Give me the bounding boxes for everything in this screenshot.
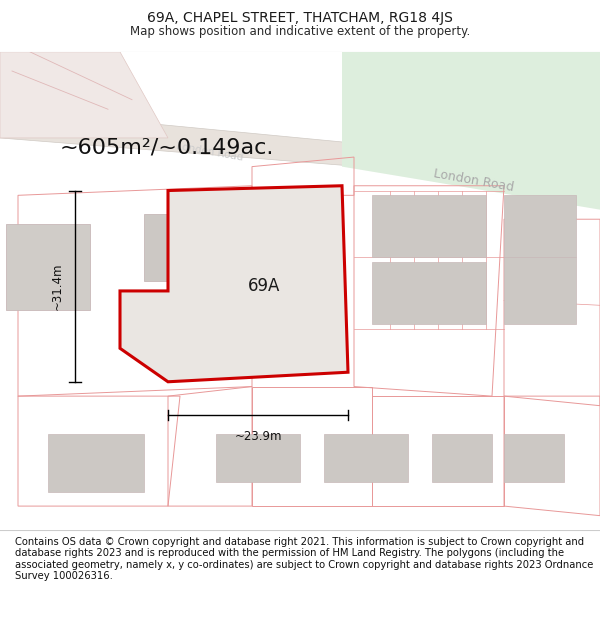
Text: London Road: London Road	[176, 141, 244, 163]
Bar	[6, 224, 90, 310]
Text: Map shows position and indicative extent of the property.: Map shows position and indicative extent…	[130, 26, 470, 38]
Bar	[144, 291, 264, 348]
Bar	[432, 434, 492, 482]
Text: 69A: 69A	[248, 277, 280, 295]
Bar	[372, 262, 486, 324]
Bar	[324, 434, 408, 482]
Text: ~605m²/~0.149ac.: ~605m²/~0.149ac.	[60, 138, 274, 158]
Text: 69A, CHAPEL STREET, THATCHAM, RG18 4JS: 69A, CHAPEL STREET, THATCHAM, RG18 4JS	[147, 11, 453, 26]
Bar	[504, 195, 576, 258]
Polygon shape	[0, 109, 600, 186]
Bar	[504, 434, 564, 482]
Bar	[216, 434, 300, 482]
Bar	[504, 258, 576, 324]
Bar	[144, 214, 276, 281]
Bar	[48, 434, 144, 492]
Bar	[372, 195, 486, 258]
Text: ~23.9m: ~23.9m	[234, 430, 282, 443]
Text: Contains OS data © Crown copyright and database right 2021. This information is : Contains OS data © Crown copyright and d…	[15, 537, 593, 581]
Text: London Road: London Road	[433, 168, 515, 194]
Text: ~31.4m: ~31.4m	[50, 262, 64, 310]
Polygon shape	[120, 186, 348, 382]
Polygon shape	[0, 52, 168, 138]
Polygon shape	[342, 52, 600, 209]
